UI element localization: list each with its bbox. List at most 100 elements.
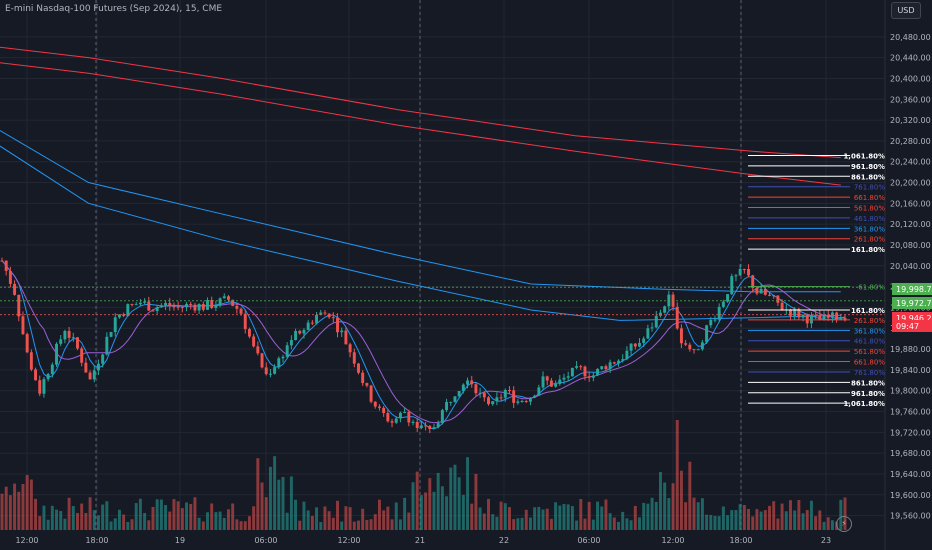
volume-bar [117, 509, 121, 530]
candle-body [818, 315, 822, 321]
volume-bar [566, 504, 570, 530]
candle-body [642, 338, 646, 343]
candle-body [721, 301, 725, 307]
volume-bar [830, 520, 834, 530]
candle-body [159, 305, 163, 308]
volume-bar [71, 505, 75, 530]
candle-body [524, 400, 528, 402]
y-tick-label: 20,200.00 [890, 179, 931, 188]
volume-bar [323, 506, 327, 530]
candle-body [17, 294, 21, 317]
fib-level-label: 461.80% [854, 215, 885, 223]
candle-body [306, 322, 310, 330]
candle-body [55, 343, 58, 365]
volume-bar [478, 507, 482, 530]
volume-bar [340, 521, 344, 530]
lightning-bolt-icon[interactable]: ⚡ [836, 516, 852, 532]
candle-body [805, 314, 809, 324]
currency-button[interactable]: USD [891, 2, 921, 19]
candle-body [692, 349, 696, 351]
candle-body [734, 275, 738, 277]
price-axis[interactable]: 20,480.00 20,440.00 20,400.00 20,360.00 20,3… [884, 0, 931, 550]
volume-bar [218, 511, 222, 530]
candle-body [398, 412, 402, 419]
volume-bar [688, 461, 692, 530]
volume-bar [814, 516, 818, 530]
x-tick-label: 22 [499, 536, 509, 545]
candle-body [541, 376, 545, 388]
volume-bar [382, 510, 386, 530]
candle-body [344, 330, 348, 345]
volume-bar [528, 517, 532, 530]
candle-body [617, 360, 620, 364]
volume-bar [512, 519, 516, 530]
volume-bar [570, 506, 574, 530]
candle-body [4, 260, 8, 271]
candle-body [742, 268, 746, 270]
y-tick-label: 20,440.00 [890, 54, 931, 63]
volume-bar [134, 503, 138, 530]
volume-bar [587, 501, 591, 530]
candle-body [520, 400, 524, 402]
y-tick-label: 19,560.00 [890, 512, 931, 521]
y-tick-label: 20,160.00 [890, 199, 931, 208]
candle-body [243, 313, 247, 330]
volume-bar [789, 500, 792, 530]
volume-bar [424, 492, 428, 530]
candle-body [151, 310, 155, 312]
candle-body [533, 395, 537, 398]
candle-body [428, 425, 432, 429]
volume-bar [457, 477, 461, 530]
volume-bar [675, 420, 679, 530]
x-tick-label: 18:00 [729, 536, 752, 545]
candle-body [487, 397, 490, 405]
volume-bar [193, 497, 197, 530]
candle-body [21, 316, 25, 335]
candle-body [562, 377, 566, 380]
volume-bar [185, 502, 189, 530]
y-tick-label: 19,760.00 [890, 408, 931, 417]
candle-body [164, 302, 168, 306]
fib-level-label: 1,061.80% [843, 152, 885, 160]
price-label-bg [892, 297, 932, 309]
volume-bar [76, 513, 79, 530]
volume-bar [101, 504, 105, 530]
fib-level-label: 261.80% [854, 236, 885, 244]
ema-line [1, 260, 846, 430]
candle-body [214, 305, 218, 308]
y-tick-label: 20,480.00 [890, 33, 931, 42]
volume-bar [474, 473, 478, 530]
volume-bar [260, 482, 264, 530]
time-axis[interactable]: 12:00 18:00 19 06:00 12:00 21 22 06:00 12:00 18:0… [15, 536, 831, 545]
candle-body [155, 307, 159, 312]
volume-bar [768, 505, 771, 530]
volume-bar [562, 503, 566, 530]
volume-bar [780, 503, 784, 530]
candle-body [92, 370, 96, 380]
candle-body [650, 327, 654, 329]
fib-extension[interactable]: 1,061.80% 961.80% 861.80% 761.80% 661.80% 561… [748, 152, 885, 408]
candle-body [470, 380, 474, 385]
candle-body [503, 389, 507, 398]
volume-bar [763, 510, 767, 530]
candle-body [29, 352, 33, 370]
y-tick-label: 20,240.00 [890, 158, 931, 167]
candle-body [419, 425, 423, 428]
candle-body [25, 334, 29, 353]
volume-bar [470, 503, 474, 530]
candle-body [713, 319, 717, 321]
candle-body [130, 304, 134, 306]
volume-bar [8, 495, 12, 530]
y-tick-label: 19,880.00 [890, 345, 931, 354]
fib-level-label: 961.80% [851, 163, 885, 171]
symbol-title[interactable]: E-mini Nasdaq-100 Futures (Sep 2024), 15… [5, 4, 223, 14]
candle-body [830, 312, 834, 318]
candle-body [709, 319, 713, 326]
candle-body [516, 401, 520, 403]
volume-bar [243, 521, 247, 530]
volume-bar [176, 501, 180, 530]
candle-body [365, 383, 369, 386]
candle-body [751, 275, 755, 289]
candle-body [554, 383, 558, 387]
